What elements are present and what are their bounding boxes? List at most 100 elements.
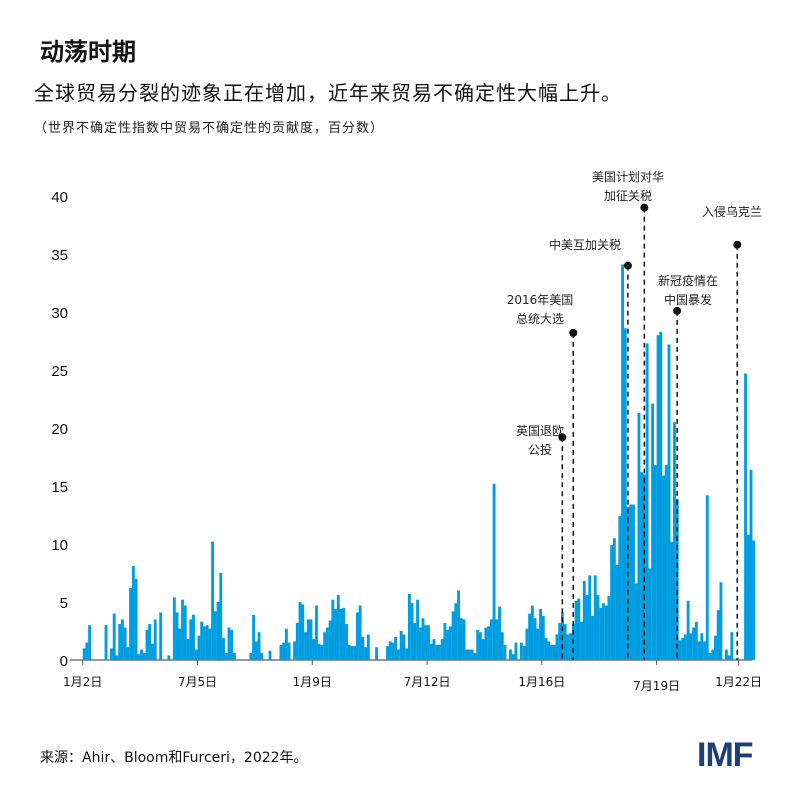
bar	[350, 646, 354, 660]
bar	[287, 642, 291, 660]
bar	[172, 597, 176, 660]
bar	[110, 648, 113, 660]
bar	[320, 644, 324, 660]
bar	[416, 599, 420, 660]
bar	[522, 646, 526, 660]
bar	[637, 412, 641, 660]
bar	[140, 649, 143, 660]
bar	[175, 612, 179, 660]
bar	[386, 646, 389, 660]
bar	[711, 649, 715, 660]
bar	[615, 564, 619, 660]
bar	[580, 621, 583, 660]
bar	[211, 541, 215, 660]
bar	[254, 641, 258, 660]
bar	[528, 613, 532, 660]
bar	[429, 643, 433, 660]
x-tick-label: 7月19日	[633, 679, 680, 693]
bar	[681, 637, 685, 660]
bar	[424, 625, 428, 660]
bar	[334, 608, 338, 660]
bar	[364, 647, 368, 660]
bar	[596, 595, 600, 660]
x-tick-label: 7月5日	[178, 675, 217, 689]
bar	[593, 575, 597, 660]
x-tick-label: 7月12日	[404, 675, 451, 689]
bar	[268, 650, 272, 660]
bar	[648, 568, 652, 660]
bar	[284, 628, 288, 660]
bar	[492, 483, 496, 660]
bar	[388, 641, 392, 660]
bar	[306, 619, 310, 660]
y-tick-label: 25	[51, 363, 68, 380]
bar	[465, 649, 469, 660]
bar	[514, 642, 518, 660]
bar	[394, 636, 398, 660]
bar	[591, 615, 594, 660]
bar	[539, 608, 542, 660]
bar	[131, 566, 135, 660]
bar	[183, 605, 187, 660]
bar	[249, 653, 253, 660]
event-label: 入侵乌克兰	[701, 205, 762, 219]
bar	[295, 622, 299, 660]
bar	[487, 626, 491, 660]
bar	[120, 619, 124, 660]
bar	[585, 595, 589, 660]
bar	[358, 605, 362, 660]
bar	[304, 632, 307, 660]
bar	[213, 611, 217, 660]
bar	[252, 614, 256, 660]
bar	[222, 637, 225, 660]
bar	[670, 541, 674, 660]
bar	[104, 625, 108, 660]
bar	[219, 573, 223, 660]
bar	[629, 504, 633, 660]
bar	[443, 622, 447, 660]
source-note: 来源：Ahir、Bloom和Furceri，2022年。	[40, 750, 308, 766]
bar	[689, 633, 693, 660]
bar	[478, 632, 482, 660]
bar	[112, 613, 116, 660]
bar	[282, 642, 286, 660]
bar	[746, 534, 750, 660]
bar	[186, 639, 190, 660]
bar	[342, 607, 346, 660]
bar	[563, 624, 567, 660]
y-tick-label: 0	[60, 653, 68, 670]
bar	[673, 422, 676, 660]
bar	[550, 644, 553, 660]
bar	[544, 637, 548, 660]
event-label: 英国退欧 公投	[515, 424, 564, 457]
bar	[260, 653, 264, 660]
bar	[604, 605, 608, 660]
bar	[142, 653, 146, 660]
bar	[448, 626, 452, 660]
bar	[621, 264, 624, 660]
bar	[145, 629, 149, 660]
bar	[421, 618, 425, 660]
bar	[181, 599, 184, 660]
bar	[569, 633, 573, 660]
bar	[536, 628, 540, 660]
bar	[331, 599, 335, 660]
bar	[396, 649, 400, 660]
bar	[317, 643, 321, 660]
bar	[675, 498, 679, 660]
bar	[547, 641, 551, 660]
bar	[375, 647, 379, 660]
bar	[656, 335, 660, 660]
bar	[129, 588, 133, 660]
bar	[427, 625, 430, 660]
bar	[82, 648, 86, 660]
event-label: 中美互加关税	[548, 238, 621, 252]
y-tick-label: 10	[51, 537, 68, 554]
bar	[440, 639, 444, 660]
bar	[744, 373, 747, 660]
event-marker-dot	[733, 240, 742, 249]
bar	[588, 575, 592, 660]
event-label: 2016年美国 总统大选	[506, 293, 574, 326]
bar	[88, 625, 92, 660]
